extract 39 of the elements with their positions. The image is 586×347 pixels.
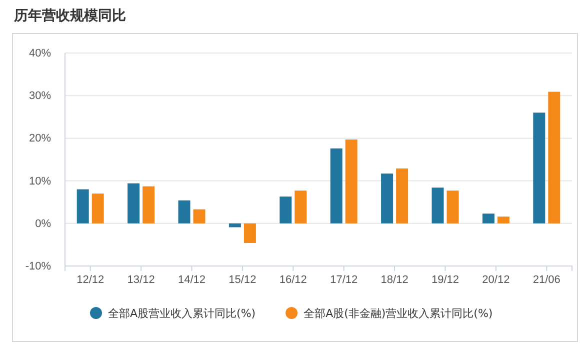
bar: [178, 200, 190, 224]
x-tick-label: 13/12: [127, 274, 155, 286]
bar: [432, 188, 444, 224]
bar: [142, 186, 155, 224]
bar: [92, 194, 104, 224]
bar: [533, 112, 546, 224]
y-tick-label: 10%: [28, 175, 52, 188]
x-tick-label: 18/12: [380, 274, 408, 286]
x-tick-label: 19/12: [431, 274, 460, 286]
x-tick-label: 16/12: [279, 274, 307, 286]
bar: [244, 223, 256, 243]
bar: [128, 183, 140, 224]
x-tick-label: 20/12: [482, 274, 510, 286]
bar: [294, 190, 307, 224]
bar: [280, 196, 292, 224]
x-tick-label: 14/12: [178, 274, 206, 286]
chart-title: 历年营收规模同比: [13, 8, 126, 24]
y-tick-label: 40%: [28, 48, 52, 60]
y-tick-label: -10%: [25, 260, 52, 273]
bar: [446, 190, 459, 224]
bar: [396, 168, 408, 224]
bar: [381, 174, 394, 224]
bar: [193, 209, 206, 224]
y-tick-label: 30%: [28, 90, 52, 102]
bar: [548, 92, 560, 224]
bar: [345, 139, 358, 224]
y-tick-label: 20%: [28, 132, 52, 145]
bar: [482, 214, 494, 224]
x-tick-label: 17/12: [330, 274, 358, 286]
y-tick-label: 0%: [35, 218, 52, 230]
bar: [76, 189, 89, 224]
bar: [330, 148, 342, 224]
bar: [228, 223, 241, 228]
legend-label: 全部A股(非金融)营业收入累计同比(%): [304, 307, 493, 320]
x-tick-label: 12/12: [76, 274, 104, 286]
x-tick-label: 15/12: [228, 274, 256, 286]
x-tick-label: 21/06: [532, 274, 560, 286]
bar: [497, 216, 510, 224]
legend-label: 全部A股营业收入累计同比(%): [108, 307, 256, 320]
